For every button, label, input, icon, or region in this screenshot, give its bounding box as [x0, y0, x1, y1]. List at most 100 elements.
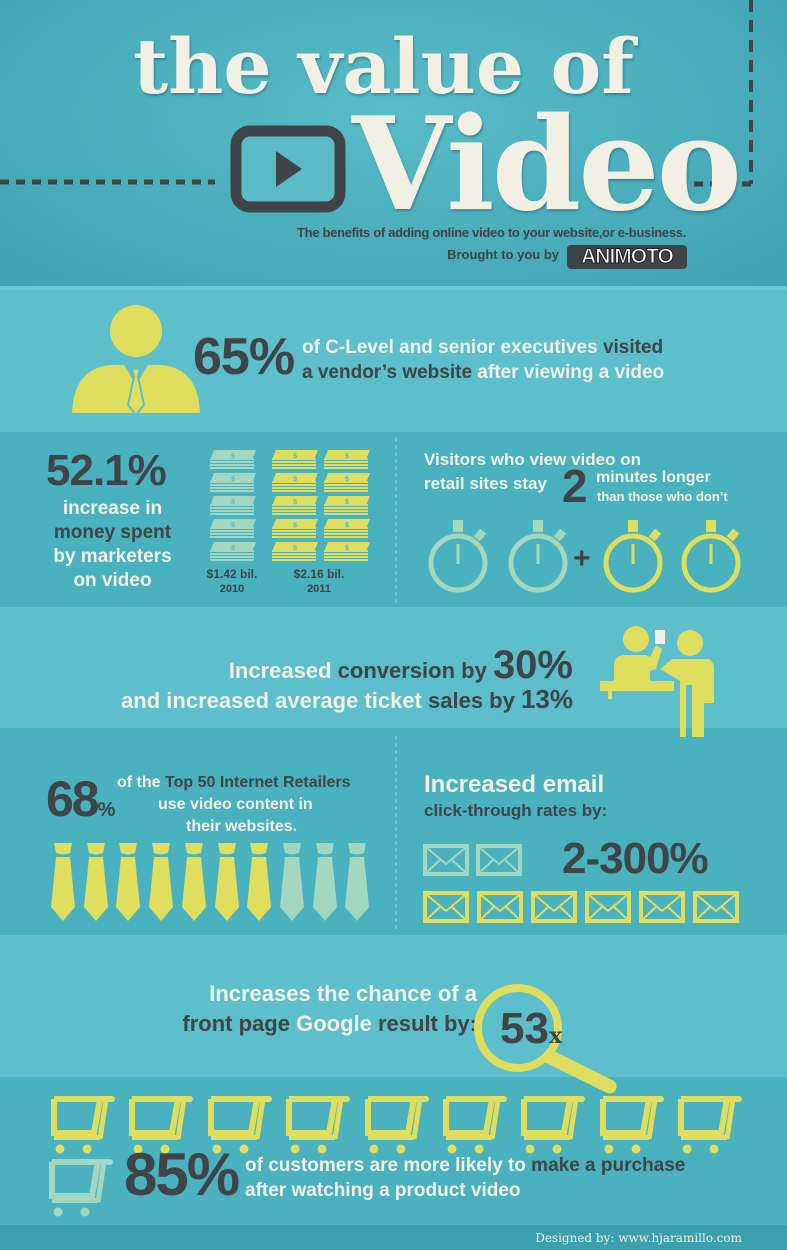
visitors-line3: minutes longer [596, 469, 711, 486]
envelope-icon [423, 891, 469, 923]
text: and increased average ticket [121, 688, 428, 713]
envelope-icon [639, 891, 685, 923]
tie-icon [149, 843, 174, 921]
envelope-icon [423, 844, 469, 876]
svg-text:$: $ [231, 521, 236, 529]
visitors-line1: Visitors who view video on [424, 450, 641, 469]
svg-text:$: $ [345, 544, 350, 552]
tie-icon [345, 843, 370, 921]
subtitle: The benefits of adding online video to y… [296, 225, 686, 240]
google-line2: front page Google result by: [182, 1011, 477, 1037]
play-button-icon [230, 125, 346, 213]
bar-2011-year: 2011 [307, 583, 331, 595]
spending-line: increase in [62, 498, 163, 519]
percent: % [97, 799, 116, 821]
spending-line: money spent [53, 522, 172, 543]
text-highlight: sales by [428, 688, 521, 713]
money-stack-icon: $ [272, 519, 318, 538]
retailers-value: 68% [46, 770, 116, 828]
money-stack-icon: $ [210, 519, 256, 538]
conversion-value: 30% [492, 643, 573, 687]
svg-text:$: $ [293, 544, 298, 552]
money-stack-icon: $ [324, 519, 370, 538]
svg-text:$: $ [231, 475, 236, 483]
retailers-line3: their websites. [186, 818, 298, 835]
svg-text:$: $ [231, 544, 236, 552]
svg-text:$: $ [293, 452, 298, 460]
bar-2011-amount: $2.16 bil. [293, 567, 345, 581]
svg-text:$: $ [231, 498, 236, 506]
text-highlight: visited [602, 337, 664, 358]
text-highlight: front page [182, 1011, 297, 1036]
bar-2010-year: 2010 [219, 583, 245, 595]
google-line1: Increases the chance of a [209, 981, 477, 1006]
designer-credit[interactable]: Designed by: www.hjaramillo.com [535, 1231, 742, 1245]
envelope-icon [693, 891, 739, 923]
plus-sign: + [573, 542, 591, 575]
title-line2: Video [352, 90, 742, 240]
money-stack-icon: $ [272, 542, 318, 561]
footer-band [0, 1225, 787, 1250]
stopwatch-icon [428, 520, 488, 593]
dashed-line-left [0, 0, 753, 187]
google-value: 53x [500, 1004, 562, 1054]
tie-icon [181, 843, 206, 921]
money-stack-icon: $ [272, 450, 318, 469]
animoto-logo: ANIMOTO [567, 245, 687, 269]
email-value: 2-300% [562, 834, 709, 883]
text-highlight: result by: [377, 1011, 477, 1036]
text: of customers are more likely to [245, 1155, 532, 1176]
text-highlight: Top 50 Internet Retailers [165, 774, 351, 791]
visitors-number: 2 [562, 460, 588, 512]
tie-icon [214, 843, 239, 921]
tie-icon [83, 843, 108, 921]
shopping-cart-icon [599, 1096, 664, 1154]
text-highlight: make a purchase [531, 1155, 686, 1176]
section-divider [395, 438, 397, 930]
brought-by-label: Brought to you by [447, 247, 559, 262]
text: of the [117, 774, 165, 791]
email-line2: click-through rates by: [424, 801, 608, 820]
ticket-value: 13% [520, 684, 573, 714]
visitors-line2: retail sites stay [424, 474, 547, 493]
svg-text:$: $ [345, 475, 350, 483]
svg-text:$: $ [293, 521, 298, 529]
spending-text: increase in money spent by marketers on … [30, 497, 195, 593]
divider [0, 286, 787, 290]
money-stack-icon: $ [272, 473, 318, 492]
purchase-line2: after watching a product video [245, 1180, 521, 1201]
conversion-line2: and increased average ticket sales by 13… [121, 684, 573, 715]
retailers-line1: of the Top 50 Internet Retailers [117, 774, 351, 792]
money-stack-icon: $ [324, 496, 370, 515]
tie-icon [116, 843, 141, 921]
shopping-cart-icon [49, 1159, 113, 1217]
svg-text:$: $ [231, 452, 236, 460]
purchase-value: 85% [124, 1141, 240, 1208]
visitors-line4: than those who don’t [597, 489, 728, 504]
money-stack-icon: $ [210, 496, 256, 515]
email-line1: Increased email [424, 771, 605, 798]
shopping-cart-icon [364, 1096, 429, 1154]
shopping-cart-icon [286, 1096, 351, 1154]
executives-line2: a vendor’s website after viewing a video [302, 362, 664, 384]
magnifier-icon [474, 984, 617, 1094]
money-stack-icon: $ [324, 542, 370, 561]
band-google [0, 935, 787, 1077]
money-stack-icon: $ [272, 496, 318, 515]
svg-text:$: $ [345, 498, 350, 506]
svg-text:$: $ [345, 521, 350, 529]
money-stack-icon: $ [324, 450, 370, 469]
svg-text:$: $ [293, 475, 298, 483]
tie-icon [312, 843, 337, 921]
shopping-cart-icon [207, 1096, 272, 1154]
value: 53 [500, 1004, 549, 1053]
money-stack-icon: $ [324, 473, 370, 492]
purchase-line1: of customers are more likely to make a p… [245, 1155, 685, 1177]
tie-icon [279, 843, 304, 921]
tie-icon [247, 843, 272, 921]
value: 68 [46, 771, 100, 827]
text: of C-Level and senior executives [302, 337, 603, 358]
suffix: x [548, 1023, 563, 1049]
spending-line: by marketers [53, 546, 172, 567]
tie-icon [51, 843, 75, 921]
